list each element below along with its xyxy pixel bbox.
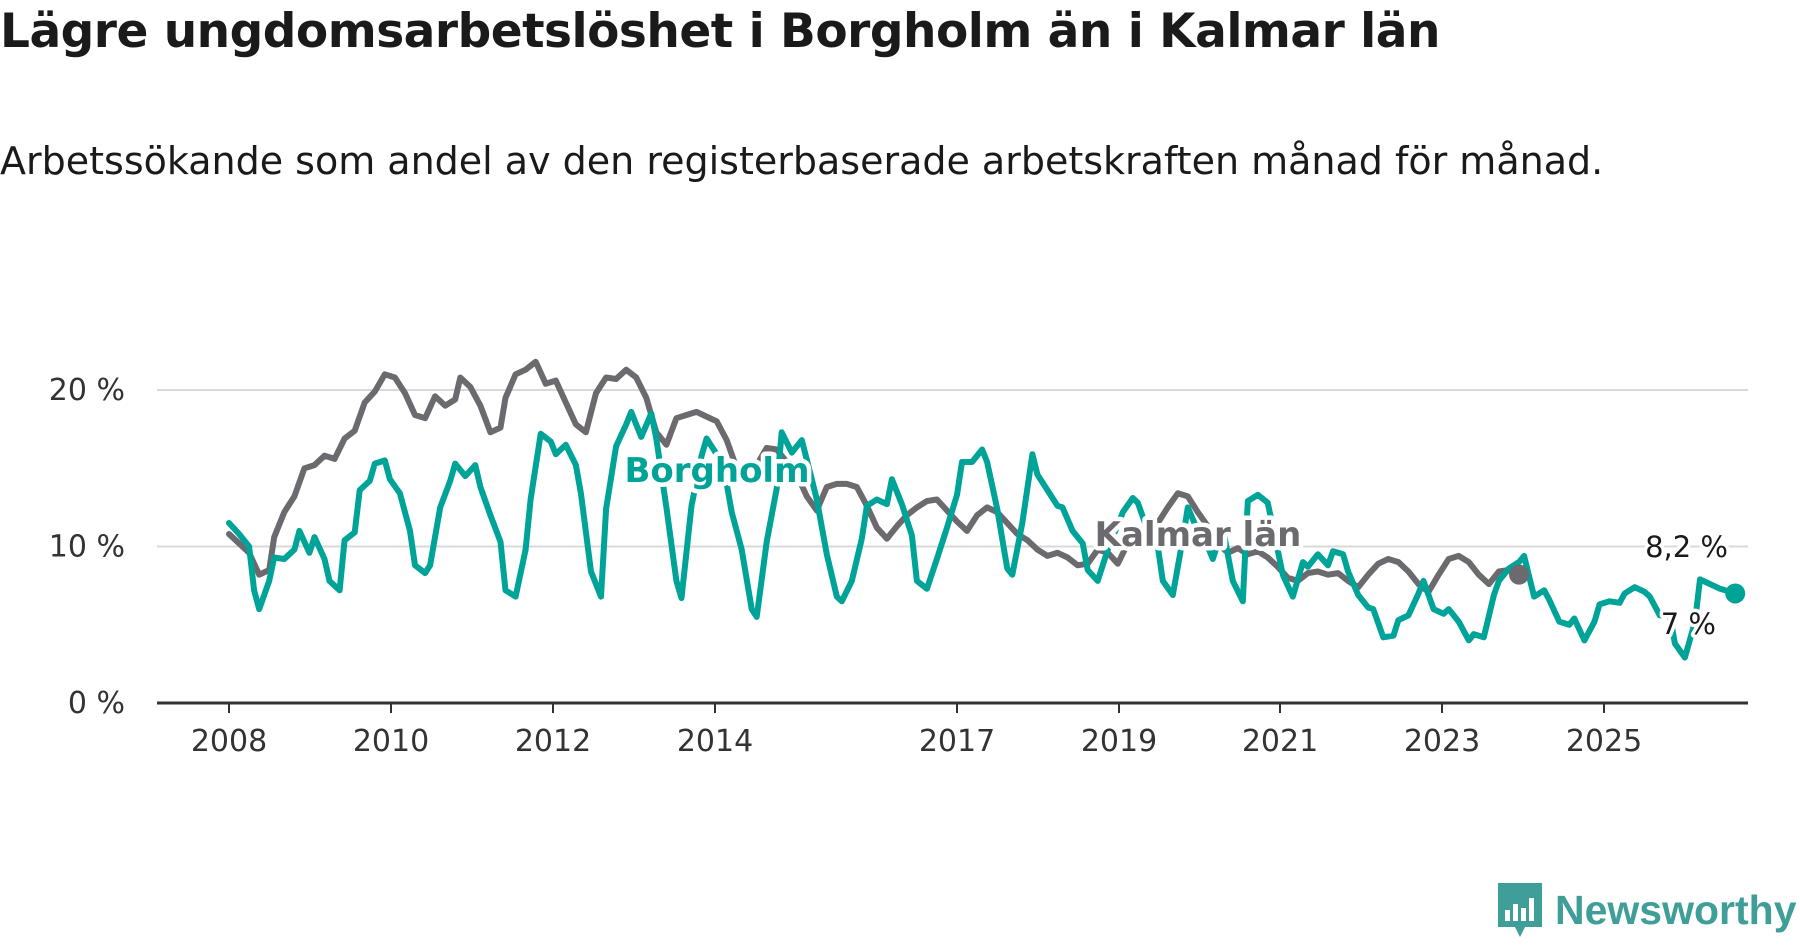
x-tick-label: 2023 bbox=[1404, 724, 1480, 759]
x-tick-label: 2017 bbox=[919, 724, 995, 759]
x-tick-label: 2021 bbox=[1242, 724, 1318, 759]
brand-name: Newsworthy bbox=[1555, 886, 1797, 933]
newsworthy-logo-icon bbox=[1498, 883, 1542, 937]
series-line-kalmar-län bbox=[226, 358, 1522, 595]
y-tick-label: 0 % bbox=[68, 686, 125, 721]
chart-subtitle: Arbetssökande som andel av den registerb… bbox=[0, 139, 1604, 183]
x-tick-label: 2012 bbox=[515, 724, 591, 759]
gridlines bbox=[157, 389, 1748, 548]
x-tick-label: 2014 bbox=[677, 724, 753, 759]
x-tick-label: 2025 bbox=[1566, 724, 1642, 759]
series-lines bbox=[226, 358, 1739, 661]
x-tick-label: 2019 bbox=[1081, 724, 1157, 759]
y-tick-label: 10 % bbox=[49, 530, 125, 565]
series-line-borgholm bbox=[226, 408, 1739, 661]
end-marker-kalmar-län bbox=[1509, 564, 1530, 585]
y-tick-label: 20 % bbox=[49, 373, 125, 408]
end-marker-borgholm bbox=[1725, 583, 1746, 604]
axes: 0 % 10 % 20 % 2008 2010 2012 2014 2017 2019 2021 2… bbox=[49, 373, 1748, 759]
chart-title: Lägre ungdomsarbetslöshet i Borgholm än … bbox=[0, 4, 1440, 59]
end-value-label: 7 % bbox=[1661, 607, 1716, 641]
series-name-label: Kalmar län bbox=[1095, 515, 1302, 555]
x-tick-label: 2010 bbox=[353, 724, 429, 759]
series-name-label: Borgholm bbox=[624, 451, 809, 491]
series-labels: 8,2 % 7 % Kalmar län Borgholm bbox=[620, 447, 1746, 645]
newsworthy-brand[interactable]: Newsworthy bbox=[1495, 880, 1797, 940]
end-value-label: 8,2 % bbox=[1645, 530, 1728, 564]
x-tick-label: 2008 bbox=[191, 724, 267, 759]
